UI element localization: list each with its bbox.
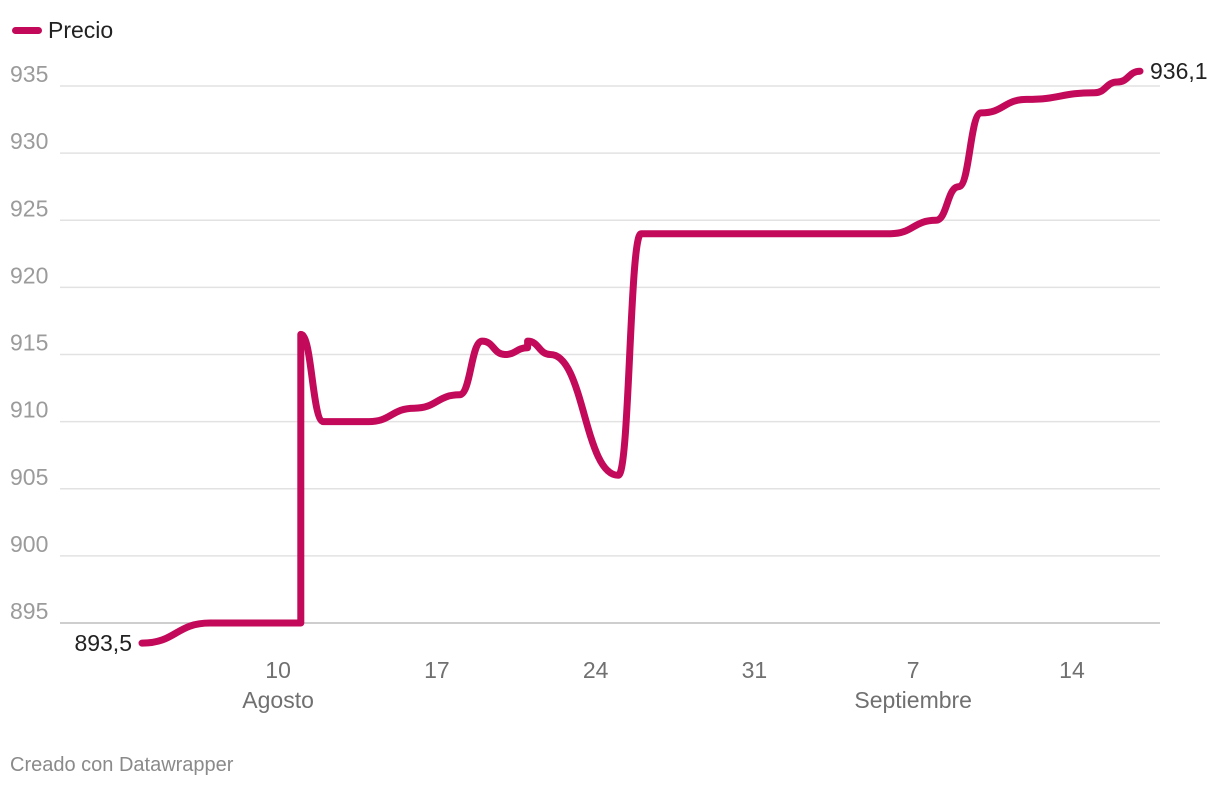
- start-value-label: 893,5: [74, 630, 132, 656]
- y-tick-label-900: 900: [10, 531, 48, 557]
- x-tick-sublabel-septiembre: Septiembre: [854, 687, 972, 713]
- gridlines: [60, 85, 1160, 624]
- x-tick-sublabel-agosto: Agosto: [242, 687, 314, 713]
- y-tick-label-935: 935: [10, 61, 48, 87]
- legend-label-precio: Precio: [48, 17, 114, 43]
- x-tick-label-10: 10: [265, 657, 291, 683]
- y-tick-label-915: 915: [10, 330, 48, 356]
- y-tick-label-905: 905: [10, 464, 48, 490]
- y-tick-label-895: 895: [10, 598, 48, 624]
- legend-swatch: [12, 27, 42, 34]
- x-tick-label-14: 14: [1059, 657, 1085, 683]
- footer-credit: Creado con Datawrapper: [10, 754, 234, 776]
- x-tick-label-31: 31: [742, 657, 768, 683]
- x-tick-label-17: 17: [424, 657, 450, 683]
- annotations-layer: 893,5 936,1: [74, 58, 1207, 656]
- end-value-label: 936,1: [1150, 58, 1208, 84]
- legend: Precio: [12, 17, 113, 44]
- y-tick-label-920: 920: [10, 262, 48, 288]
- series-line-precio: [138, 67, 1144, 647]
- x-tick-label-24: 24: [583, 657, 609, 683]
- x-tick-label-7: 7: [907, 657, 920, 683]
- y-tick-label-910: 910: [10, 397, 48, 423]
- y-tick-label-930: 930: [10, 128, 48, 154]
- series-layer: [138, 67, 1144, 647]
- y-axis-ticks: 895 900 905 910 915 920 925 930 935: [10, 61, 48, 624]
- x-axis-ticks: 10 Agosto 17 24 31 7 Septiembre 14: [242, 657, 1085, 713]
- y-tick-label-925: 925: [10, 195, 48, 221]
